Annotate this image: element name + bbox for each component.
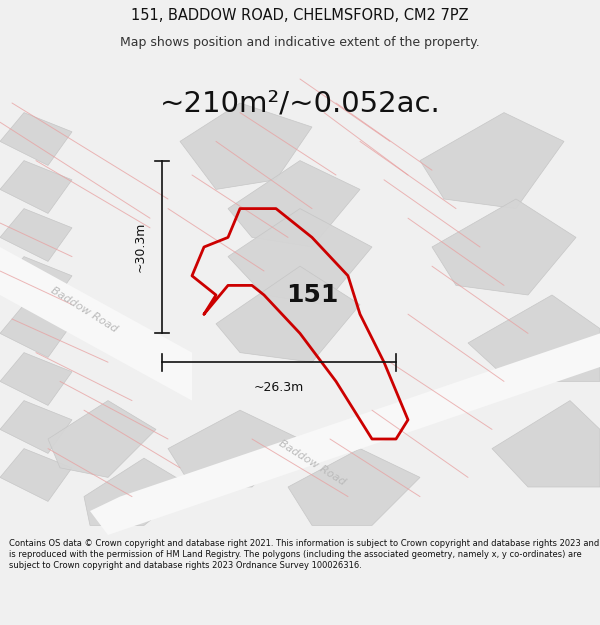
Polygon shape	[168, 410, 300, 487]
Polygon shape	[0, 449, 72, 501]
Polygon shape	[0, 209, 72, 261]
Polygon shape	[0, 257, 72, 309]
Polygon shape	[84, 458, 192, 526]
Polygon shape	[492, 401, 600, 487]
Polygon shape	[0, 352, 72, 406]
Polygon shape	[228, 161, 360, 247]
Text: Baddow Road: Baddow Road	[277, 439, 347, 488]
Polygon shape	[180, 103, 312, 189]
Text: ~30.3m: ~30.3m	[134, 222, 147, 272]
Text: ~210m²/~0.052ac.: ~210m²/~0.052ac.	[160, 89, 440, 117]
Polygon shape	[288, 449, 420, 526]
Text: 151: 151	[286, 283, 338, 307]
Polygon shape	[90, 333, 600, 535]
Polygon shape	[420, 112, 564, 209]
Polygon shape	[0, 304, 72, 358]
Text: Contains OS data © Crown copyright and database right 2021. This information is : Contains OS data © Crown copyright and d…	[9, 539, 599, 570]
Polygon shape	[228, 209, 372, 304]
Polygon shape	[432, 199, 576, 295]
Text: Map shows position and indicative extent of the property.: Map shows position and indicative extent…	[120, 36, 480, 49]
Text: 151, BADDOW ROAD, CHELMSFORD, CM2 7PZ: 151, BADDOW ROAD, CHELMSFORD, CM2 7PZ	[131, 8, 469, 23]
Text: ~26.3m: ~26.3m	[254, 381, 304, 394]
Polygon shape	[0, 401, 72, 453]
Polygon shape	[468, 295, 600, 381]
Polygon shape	[0, 161, 72, 213]
Polygon shape	[48, 401, 156, 478]
Polygon shape	[216, 266, 360, 362]
Polygon shape	[0, 247, 192, 401]
Polygon shape	[0, 112, 72, 166]
Text: Baddow Road: Baddow Road	[49, 285, 119, 334]
